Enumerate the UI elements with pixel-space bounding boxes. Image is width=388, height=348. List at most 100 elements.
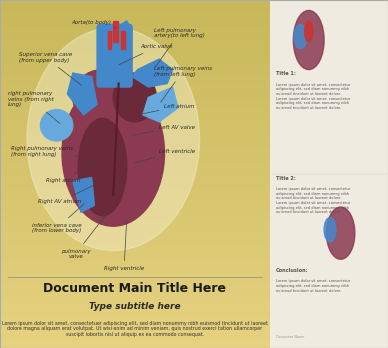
Bar	[0, 163, 270, 167]
Bar	[0, 80, 270, 84]
Polygon shape	[132, 59, 173, 87]
Bar	[0, 3, 270, 7]
Bar	[0, 208, 270, 212]
Bar	[0, 226, 270, 230]
Text: Left ventricle: Left ventricle	[135, 149, 195, 163]
Bar	[0, 156, 270, 160]
Ellipse shape	[324, 218, 336, 242]
Bar	[0, 139, 270, 143]
Bar	[0, 48, 270, 52]
Bar	[0, 125, 270, 129]
Bar	[0, 34, 270, 38]
Bar	[0, 278, 270, 282]
Bar	[0, 334, 270, 338]
Bar	[0, 271, 270, 275]
Bar	[0, 240, 270, 244]
Text: Left AV valve: Left AV valve	[132, 125, 195, 135]
Text: Right pulmonary veins
(from right lung): Right pulmonary veins (from right lung)	[11, 146, 78, 157]
Bar	[0, 66, 270, 70]
Text: Aorta(to body): Aorta(to body)	[72, 20, 116, 28]
Bar	[0, 257, 270, 261]
Bar	[0, 198, 270, 202]
Text: Lorem ipsum dolor sit amet, consectetur
adipiscing elit, sed diam nonummy nibh
e: Lorem ipsum dolor sit amet, consectetur …	[275, 187, 350, 219]
Bar	[0, 299, 270, 303]
Bar	[0, 247, 270, 251]
Bar	[0, 184, 270, 188]
Bar	[0, 215, 270, 219]
Polygon shape	[143, 87, 178, 122]
Bar	[0, 250, 270, 254]
Bar	[0, 94, 270, 97]
Bar	[0, 27, 270, 31]
Bar	[0, 108, 270, 111]
Text: inferior vena cave
(from lower body): inferior vena cave (from lower body)	[32, 204, 84, 234]
Bar	[0, 87, 270, 90]
Bar	[0, 295, 270, 299]
Bar	[0, 146, 270, 150]
Ellipse shape	[293, 10, 324, 70]
Bar	[0, 337, 270, 341]
Bar	[113, 21, 118, 42]
Bar	[0, 243, 270, 247]
Bar	[0, 212, 270, 216]
Text: right pulmonary
veins (from right
lung): right pulmonary veins (from right lung)	[8, 91, 60, 124]
Bar	[0, 268, 270, 271]
Bar	[0, 188, 270, 191]
Bar	[0, 205, 270, 209]
Ellipse shape	[78, 118, 127, 216]
Bar	[0, 323, 270, 327]
Bar	[0, 59, 270, 63]
Bar	[0, 222, 270, 226]
Bar	[0, 254, 270, 258]
Bar	[0, 292, 270, 296]
Bar	[0, 261, 270, 264]
Bar	[0, 38, 270, 42]
Ellipse shape	[326, 207, 355, 259]
Bar	[0, 0, 270, 3]
Bar	[0, 195, 270, 198]
Text: Left pulmonary
artery(to left lung): Left pulmonary artery(to left lung)	[154, 27, 204, 67]
Text: Right ventricle: Right ventricle	[104, 222, 144, 271]
Bar	[0, 174, 270, 177]
Bar	[0, 341, 270, 345]
Bar	[0, 104, 270, 108]
Bar	[0, 282, 270, 285]
Bar	[0, 229, 270, 233]
Bar	[0, 236, 270, 240]
Ellipse shape	[305, 21, 313, 42]
Bar	[121, 31, 125, 49]
FancyBboxPatch shape	[97, 24, 132, 87]
Text: Left atrium: Left atrium	[140, 104, 195, 114]
Bar	[0, 275, 270, 278]
Bar	[0, 313, 270, 317]
Bar	[0, 302, 270, 306]
Bar	[0, 14, 270, 17]
Ellipse shape	[113, 73, 156, 122]
Bar	[0, 167, 270, 171]
Polygon shape	[68, 73, 97, 115]
Circle shape	[27, 28, 199, 251]
Ellipse shape	[40, 110, 73, 141]
Text: Conclusion:: Conclusion:	[275, 268, 308, 273]
Text: Document Main Title Here: Document Main Title Here	[43, 282, 226, 295]
Bar	[0, 330, 270, 334]
Bar	[0, 181, 270, 184]
Bar	[0, 83, 270, 87]
Ellipse shape	[294, 24, 307, 49]
Text: pulmonary
valve: pulmonary valve	[61, 214, 106, 260]
Text: Title 1:: Title 1:	[275, 71, 295, 76]
Bar	[0, 90, 270, 94]
Bar	[0, 10, 270, 14]
Text: Superior vena cave
(from upper body): Superior vena cave (from upper body)	[19, 52, 81, 85]
Text: Right atrium: Right atrium	[46, 161, 95, 183]
Ellipse shape	[73, 70, 132, 125]
Bar	[0, 135, 270, 139]
Bar	[0, 73, 270, 77]
Text: Type subtitle here: Type subtitle here	[89, 302, 181, 311]
Bar	[0, 177, 270, 181]
Bar	[0, 191, 270, 195]
Text: Left pulmonary veins
(from left lung): Left pulmonary veins (from left lung)	[154, 66, 212, 102]
Bar	[0, 288, 270, 292]
Bar	[0, 97, 270, 101]
Bar	[0, 327, 270, 331]
